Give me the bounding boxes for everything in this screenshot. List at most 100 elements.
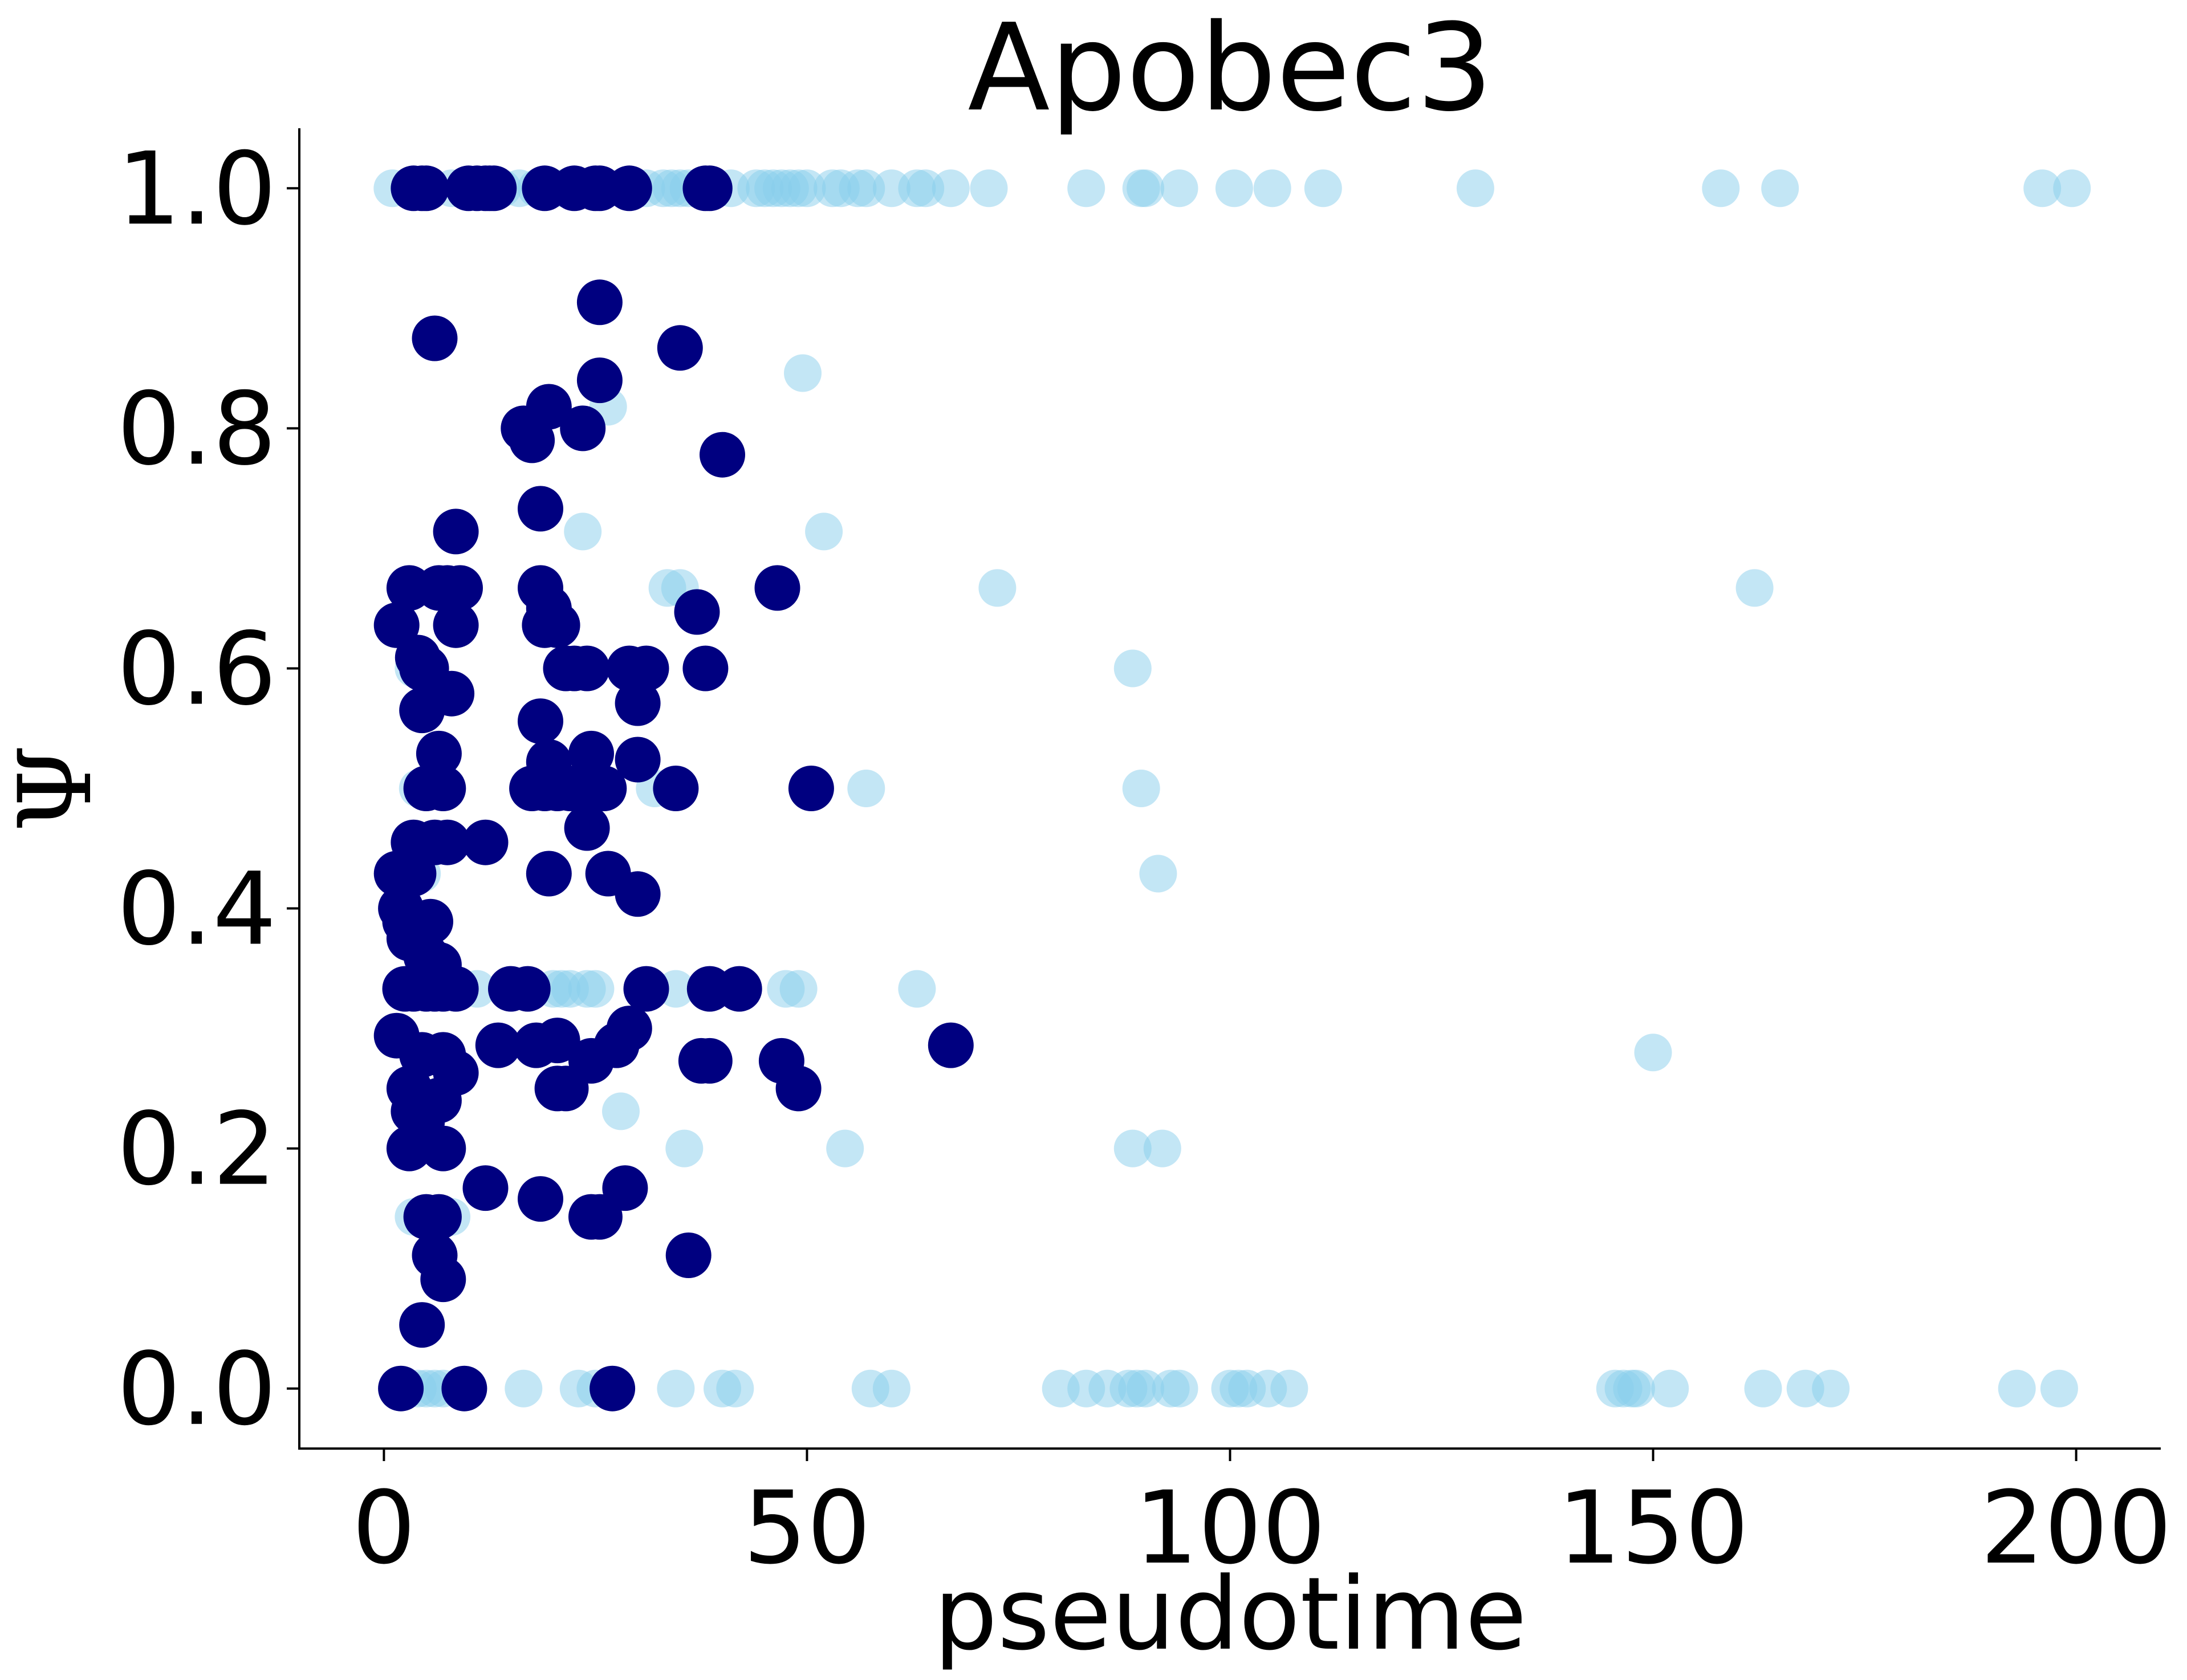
x-tick-label: 200 xyxy=(1981,1470,2172,1587)
y-tick-label: 0.8 xyxy=(117,371,277,487)
data-point xyxy=(590,1365,636,1411)
data-point xyxy=(2040,1369,2078,1408)
data-point xyxy=(606,1006,652,1052)
data-point xyxy=(412,315,458,361)
data-point xyxy=(1812,1369,1850,1408)
data-point xyxy=(420,1256,466,1303)
data-point xyxy=(420,1125,466,1171)
data-point xyxy=(682,645,729,691)
data-point xyxy=(386,1125,432,1171)
data-point xyxy=(576,357,623,404)
data-point xyxy=(1067,169,1105,208)
data-point xyxy=(420,766,466,811)
data-point xyxy=(433,602,479,648)
data-point xyxy=(564,645,610,691)
data-point xyxy=(784,354,822,392)
data-point xyxy=(788,766,834,811)
data-point xyxy=(433,966,479,1012)
data-point xyxy=(872,1369,910,1408)
data-point xyxy=(518,698,563,745)
data-point xyxy=(970,169,1008,208)
data-point xyxy=(700,432,745,478)
y-axis-ticks: 0.0 0.2 0.4 0.6 0.8 1.0 xyxy=(117,131,299,1448)
x-tick-label: 150 xyxy=(1558,1470,1749,1587)
data-point xyxy=(1270,1369,1308,1408)
data-point xyxy=(1113,649,1152,688)
data-point xyxy=(615,680,661,726)
data-point xyxy=(805,512,843,551)
x-axis-ticks: 0 50 100 150 200 xyxy=(352,1449,2172,1587)
data-point xyxy=(1143,1129,1181,1168)
data-point xyxy=(526,851,572,897)
data-point xyxy=(1113,1129,1152,1168)
data-point xyxy=(623,645,669,691)
data-point xyxy=(623,966,669,1012)
data-point xyxy=(1634,1034,1672,1072)
data-point xyxy=(1998,1369,2036,1408)
data-point xyxy=(657,325,703,371)
data-point xyxy=(462,1165,509,1211)
data-point xyxy=(560,405,606,451)
data-point xyxy=(373,602,420,648)
data-point xyxy=(581,766,627,811)
data-point xyxy=(437,565,483,611)
data-point xyxy=(1617,1369,1655,1408)
data-point xyxy=(779,970,818,1008)
data-point xyxy=(716,1369,754,1408)
data-point xyxy=(826,1129,864,1168)
data-point xyxy=(462,819,509,865)
data-point xyxy=(576,970,615,1008)
data-point xyxy=(399,1302,445,1348)
data-point xyxy=(534,1018,580,1064)
data-point xyxy=(665,1232,712,1278)
x-tick-label: 50 xyxy=(743,1470,871,1587)
data-point xyxy=(1735,569,1774,607)
data-point xyxy=(1127,169,1165,208)
data-point xyxy=(686,1038,733,1084)
data-point xyxy=(378,1365,424,1411)
data-point xyxy=(564,512,602,551)
series-dark-points xyxy=(373,165,974,1411)
data-point xyxy=(518,1176,563,1222)
data-point xyxy=(665,1129,704,1168)
data-point xyxy=(403,165,449,211)
x-tick-label: 100 xyxy=(1135,1470,1326,1587)
data-point xyxy=(1122,770,1160,807)
data-point xyxy=(653,766,699,811)
data-point xyxy=(433,509,479,555)
y-tick-label: 1.0 xyxy=(117,131,277,247)
data-point xyxy=(602,1092,640,1130)
data-point xyxy=(475,1022,521,1068)
data-point xyxy=(1761,169,1799,208)
data-point xyxy=(978,569,1017,607)
y-tick-label: 0.6 xyxy=(117,611,277,727)
y-tick-label: 0.0 xyxy=(117,1331,277,1448)
y-tick-label: 0.2 xyxy=(117,1091,277,1208)
data-point xyxy=(716,966,762,1012)
data-point xyxy=(424,819,470,865)
data-point xyxy=(1304,169,1342,208)
data-point xyxy=(509,417,555,463)
y-axis-label: Ψ xyxy=(0,745,114,832)
data-point xyxy=(526,585,572,632)
data-point xyxy=(674,589,720,635)
data-point xyxy=(391,851,437,897)
data-point xyxy=(898,970,936,1008)
data-point xyxy=(847,770,885,807)
x-axis-label: pseudotime xyxy=(934,1556,1527,1673)
y-tick-label: 0.4 xyxy=(117,851,277,968)
data-point xyxy=(615,737,661,783)
data-point xyxy=(932,169,970,208)
data-point xyxy=(1160,1369,1198,1408)
data-point xyxy=(686,165,733,211)
data-point xyxy=(471,165,517,211)
data-point xyxy=(2053,169,2091,208)
data-point xyxy=(775,1065,822,1112)
data-point xyxy=(568,730,614,776)
x-tick-label: 0 xyxy=(352,1470,416,1587)
data-point xyxy=(416,730,462,776)
chart-title: Apobec3 xyxy=(968,0,1493,138)
data-point xyxy=(754,565,800,611)
data-point xyxy=(505,966,551,1012)
